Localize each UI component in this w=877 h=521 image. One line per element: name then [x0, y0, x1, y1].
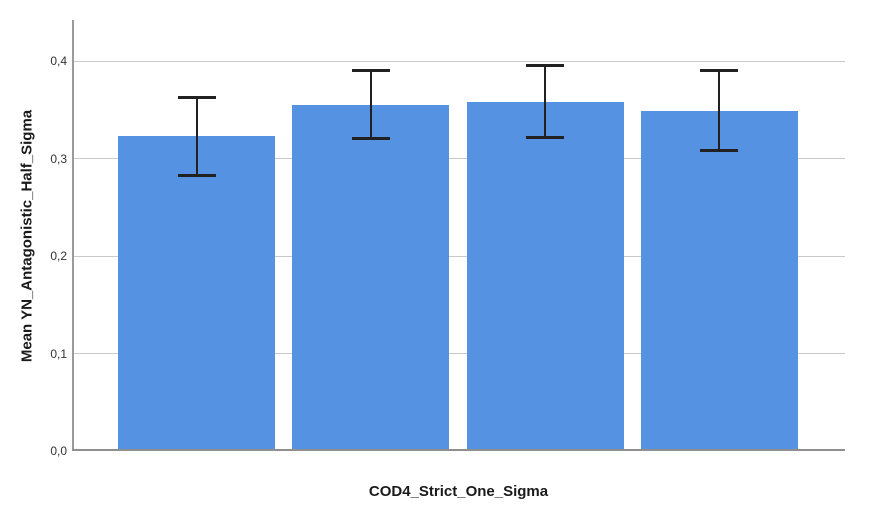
error-bar-line: [195, 97, 198, 176]
x-axis-line: [72, 449, 845, 451]
error-bar-cap: [526, 64, 565, 68]
error-bar-cap: [177, 95, 216, 99]
y-axis-line: [72, 20, 74, 451]
error-bar-cap: [700, 149, 739, 153]
y-tick-label: 0,4: [50, 54, 67, 68]
error-bar-line: [369, 70, 372, 139]
bar: [292, 104, 450, 451]
bar: [640, 110, 798, 451]
error-bar-cap: [526, 135, 565, 139]
y-tick-label: 0,0: [50, 444, 67, 458]
bar: [118, 136, 275, 451]
y-axis-title: Mean YN_Antagonistic_Half_Sigma: [18, 109, 36, 363]
error-bar-cap: [700, 69, 739, 73]
x-axis-title: COD4_Strict_One_Sigma: [368, 483, 549, 500]
plot-area: [72, 20, 845, 451]
y-tick-label: 0,1: [50, 346, 67, 361]
gridline: [73, 158, 845, 159]
error-bar-cap: [351, 69, 390, 73]
gridline: [73, 60, 845, 62]
gridline: [73, 353, 845, 354]
error-bar-line: [718, 70, 721, 151]
error-bar-cap: [351, 136, 390, 140]
error-bar-line: [544, 65, 547, 138]
error-bar-cap: [177, 173, 216, 177]
y-tick-label: 0,2: [50, 249, 67, 263]
gridline: [73, 255, 845, 257]
y-tick-label: 0,3: [50, 151, 67, 166]
bar: [466, 101, 624, 451]
